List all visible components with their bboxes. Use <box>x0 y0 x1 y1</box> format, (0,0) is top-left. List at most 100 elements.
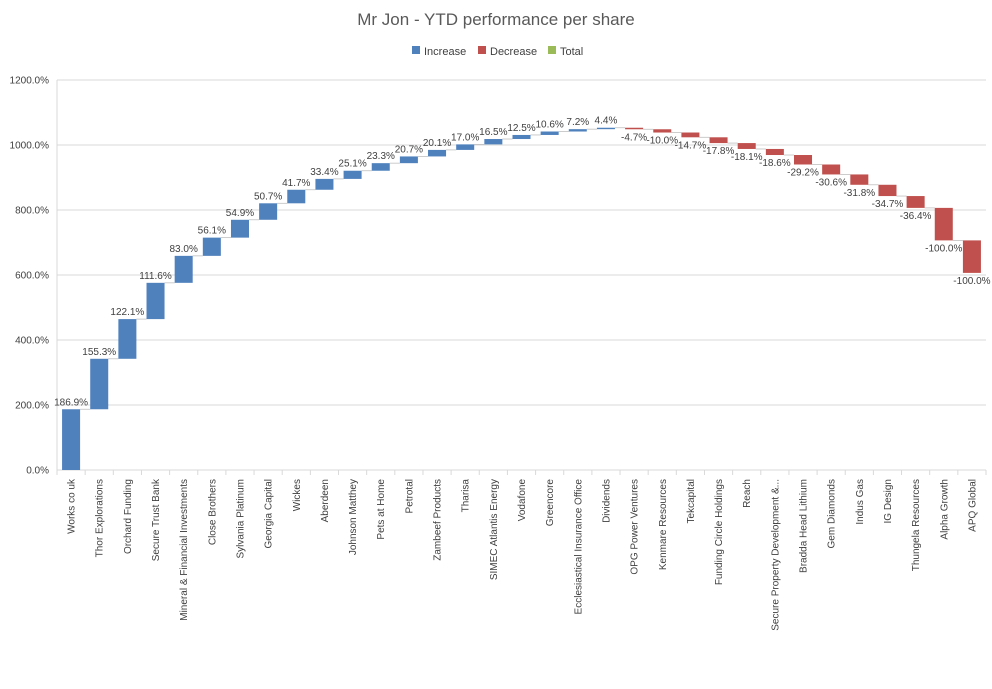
x-category-label: Secure Property Development &... <box>770 479 781 631</box>
bar-decrease <box>878 184 897 197</box>
data-labels: 186.9% 155.3% 122.1% 111.6% 83.0%56.1%54.9%5… <box>54 116 991 409</box>
bar-increase <box>512 134 531 140</box>
y-tick-label: 400.0% <box>15 336 49 347</box>
x-category-label: Bradda Head Lithium <box>799 479 810 573</box>
bar-decrease <box>934 207 953 241</box>
data-label: -29.2% <box>787 168 819 179</box>
x-category-label: Ecclesiastical Insurance Office <box>573 479 584 615</box>
bar-decrease <box>765 148 784 156</box>
bars <box>62 127 981 470</box>
x-category-label: Kenmare Resources <box>658 479 669 570</box>
y-tick-label: 1000.0% <box>10 141 50 152</box>
data-label: 10.6% <box>535 120 563 131</box>
gridlines <box>57 79 986 406</box>
legend-swatch-increase <box>412 46 420 54</box>
data-label: 4.4% <box>595 116 618 127</box>
legend-swatch-decrease <box>478 46 486 54</box>
bar-increase <box>484 139 503 145</box>
x-category-label: Pets at Home <box>376 479 387 540</box>
data-label: -18.6% <box>759 158 791 169</box>
data-label: 83.0% <box>170 244 198 255</box>
bar-increase <box>596 127 615 130</box>
bar-decrease <box>737 143 756 149</box>
x-category-label: Greencore <box>545 479 556 527</box>
data-label: 122.1% <box>110 307 144 318</box>
y-tick-label: 200.0% <box>15 401 49 412</box>
legend-label-decrease: Decrease <box>490 46 537 58</box>
data-label: 54.9% <box>226 208 254 219</box>
x-category-label: Vodafone <box>517 479 528 522</box>
data-label: -18.1% <box>731 152 763 163</box>
y-axis-tick-labels: 0.0% 200.0% 400.0% 600.0% 800.0% 1000.0% 1200.… <box>10 76 50 477</box>
y-tick-label: 1200.0% <box>10 76 50 87</box>
legend-label-total: Total <box>560 46 583 58</box>
bar-decrease <box>822 164 841 175</box>
bar-increase <box>259 203 278 220</box>
data-label: 56.1% <box>198 226 226 237</box>
x-category-label: Petrotal <box>404 479 415 513</box>
x-category-label: IG Design <box>883 479 894 523</box>
bar-decrease <box>850 174 869 185</box>
data-label: -4.7% <box>621 132 647 143</box>
bar-increase <box>230 219 249 238</box>
bar-increase <box>287 189 306 204</box>
bar-increase <box>343 170 362 179</box>
bar-increase <box>456 144 475 150</box>
bar-increase <box>568 129 587 132</box>
bar-decrease <box>653 129 672 133</box>
bar-increase <box>540 131 559 135</box>
legend-swatch-total <box>548 46 556 54</box>
x-category-label: Reach <box>742 479 753 508</box>
connector-lines <box>80 127 963 410</box>
bar-decrease <box>625 127 644 130</box>
data-label: -30.6% <box>815 177 847 188</box>
data-label: 25.1% <box>338 159 366 170</box>
x-category-label: Tekcapital <box>686 479 697 523</box>
data-label: -100.0% <box>953 276 990 287</box>
chart-legend: Increase Decrease Total <box>412 46 583 58</box>
x-category-label: Indus Gas <box>855 479 866 525</box>
data-label: -34.7% <box>872 199 904 210</box>
bar-increase <box>428 149 447 157</box>
y-tick-label: 0.0% <box>26 466 49 477</box>
x-category-label: APQ Global <box>967 479 978 532</box>
data-label: -31.8% <box>843 188 875 199</box>
data-label: 23.3% <box>367 151 395 162</box>
x-category-label: Zambeef Products <box>433 479 444 561</box>
data-label: 12.5% <box>507 123 535 134</box>
bar-decrease <box>794 155 813 165</box>
data-label: 155.3% <box>82 347 116 358</box>
bar-decrease <box>962 240 981 273</box>
x-category-label: Dividends <box>601 479 612 523</box>
x-category-label: SIMEC Atlantis Energy <box>489 479 500 580</box>
legend-label-increase: Increase <box>424 46 466 58</box>
data-label: -36.4% <box>900 211 932 222</box>
bar-increase <box>62 409 81 470</box>
data-label: 33.4% <box>310 167 338 178</box>
data-label: 50.7% <box>254 191 282 202</box>
x-category-label: Close Brothers <box>207 479 218 545</box>
x-category-label: Works co uk <box>67 478 78 534</box>
bar-increase <box>399 156 418 164</box>
y-tick-label: 600.0% <box>15 271 49 282</box>
data-label: -17.8% <box>703 146 735 157</box>
bar-decrease <box>906 196 925 208</box>
bar-increase <box>90 358 109 410</box>
x-category-label: Wickes <box>292 479 303 511</box>
data-label: 16.5% <box>479 127 507 138</box>
x-category-label: Tharisa <box>461 479 472 513</box>
x-category-label: OPG Power Ventures <box>630 479 641 575</box>
bar-decrease <box>709 137 728 144</box>
data-label: -10.0% <box>646 136 678 147</box>
bar-increase <box>146 282 165 320</box>
x-axis-category-labels: Works co uk Thor Explorations Orchard Fund… <box>67 478 979 631</box>
x-category-label: Georgia Capital <box>264 479 275 548</box>
bar-increase <box>315 178 334 190</box>
x-category-label: Orchard Funding <box>123 479 134 554</box>
bar-decrease <box>681 132 700 138</box>
x-category-label: Mineral & Financial Investments <box>179 479 190 621</box>
data-label: 7.2% <box>566 117 589 128</box>
data-label: -14.7% <box>675 140 707 151</box>
data-label: 111.6% <box>139 271 172 282</box>
